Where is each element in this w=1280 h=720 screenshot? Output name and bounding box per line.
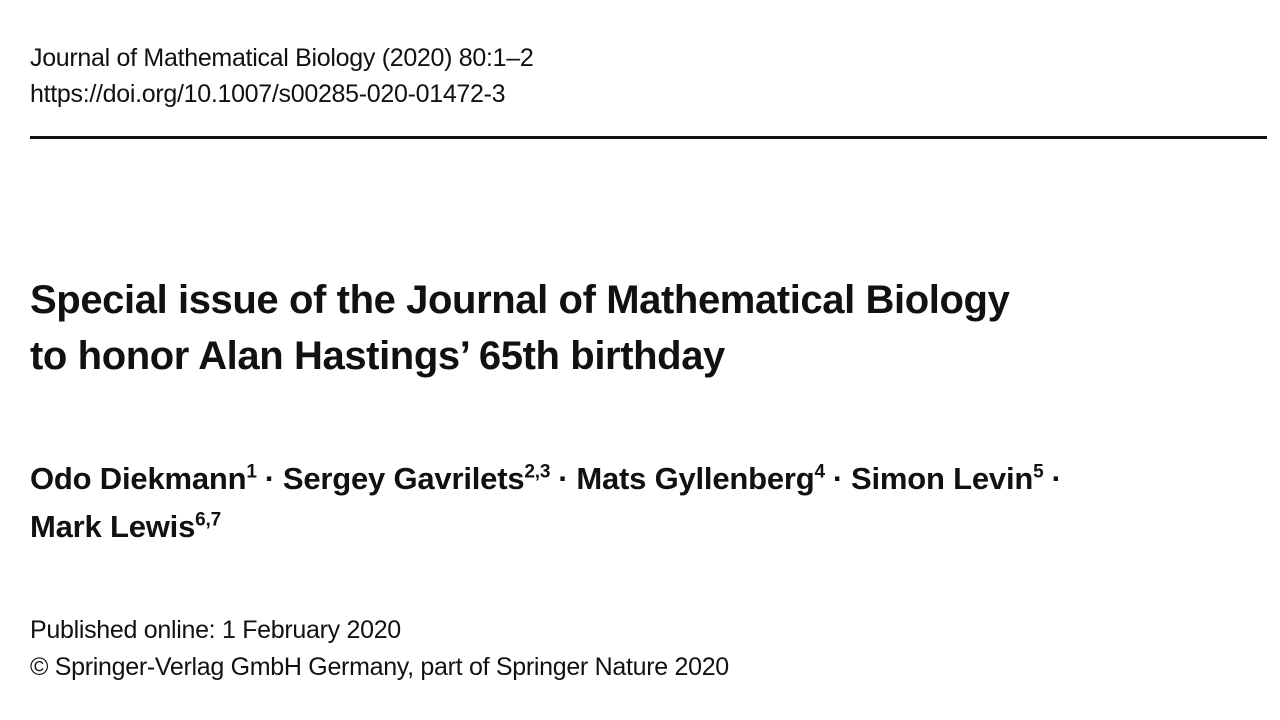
title-line-1: Special issue of the Journal of Mathemat… xyxy=(30,278,1010,322)
author-separator: · xyxy=(1051,461,1062,496)
author-separator: · xyxy=(264,461,275,496)
author-odo-diekmann[interactable]: Odo Diekmann1 xyxy=(30,461,257,496)
author-line-1: Odo Diekmann1 · Sergey Gavrilets2,3 · Mats G… xyxy=(30,455,1260,503)
author-name: Odo Diekmann xyxy=(30,461,247,496)
author-sergey-gavrilets[interactable]: Sergey Gavrilets2,3 xyxy=(282,461,551,496)
author-affiliation: 5 xyxy=(1033,461,1044,483)
publication-info: Published online: 1 February 2020 © Spri… xyxy=(30,612,1270,686)
article-header: Journal of Mathematical Biology (2020) 8… xyxy=(30,40,1270,112)
author-mark-lewis[interactable]: Mark Lewis6,7 xyxy=(30,509,221,544)
author-name: Sergey Gavrilets xyxy=(282,461,525,496)
author-simon-levin[interactable]: Simon Levin5 xyxy=(851,461,1044,496)
author-name: Simon Levin xyxy=(851,461,1034,496)
author-mats-gyllenberg[interactable]: Mats Gyllenberg4 xyxy=(576,461,825,496)
author-separator: · xyxy=(832,461,844,496)
author-list: Odo Diekmann1 · Sergey Gavrilets2,3 · Mats G… xyxy=(30,455,1260,551)
author-affiliation: 2,3 xyxy=(524,461,551,483)
journal-citation: Journal of Mathematical Biology (2020) 8… xyxy=(30,44,534,72)
author-affiliation: 6,7 xyxy=(195,509,221,531)
article-title: Special issue of the Journal of Mathemat… xyxy=(30,272,1250,384)
doi-link[interactable]: https://doi.org/10.1007/s00285-020-01472… xyxy=(30,80,506,108)
copyright-notice: © Springer-Verlag GmbH Germany, part of … xyxy=(30,653,729,681)
header-divider xyxy=(30,136,1267,139)
author-separator: · xyxy=(558,461,569,496)
author-affiliation: 4 xyxy=(814,461,826,483)
title-line-2: to honor Alan Hastings’ 65th birthday xyxy=(30,334,725,378)
author-name: Mats Gyllenberg xyxy=(576,461,815,496)
author-line-2: Mark Lewis6,7 xyxy=(30,503,1260,551)
published-date: Published online: 1 February 2020 xyxy=(30,616,401,644)
author-name: Mark Lewis xyxy=(30,509,196,544)
author-affiliation: 1 xyxy=(246,461,257,483)
